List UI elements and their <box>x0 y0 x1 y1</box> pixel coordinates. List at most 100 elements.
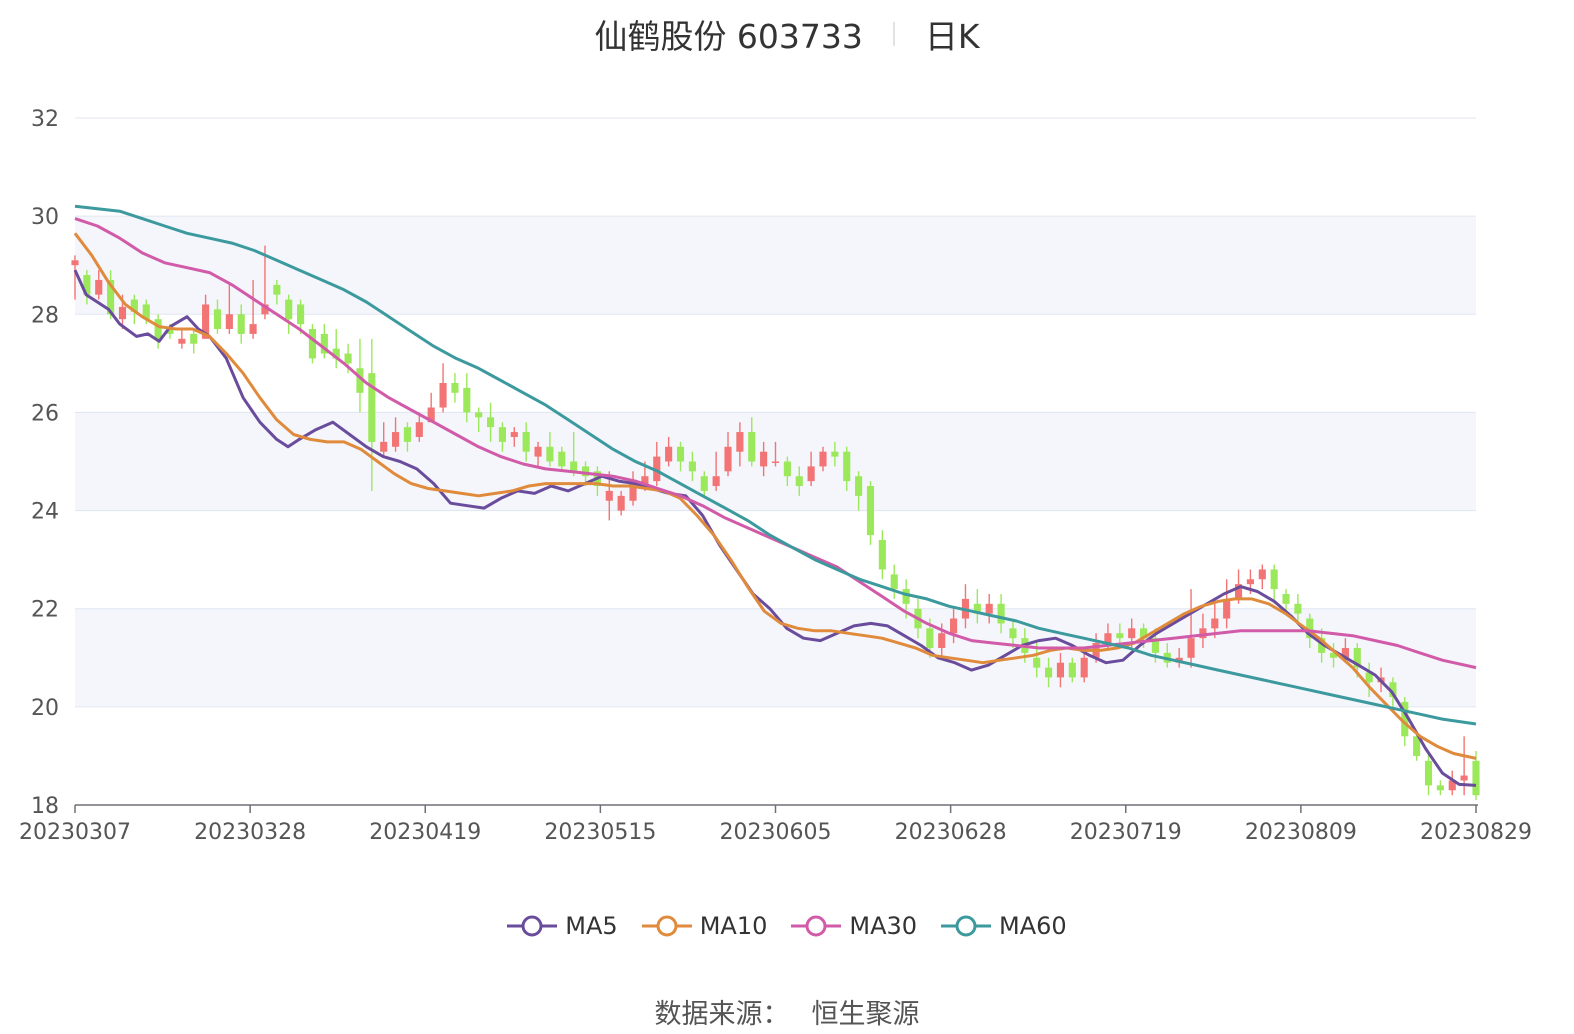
source-label: 数据来源： <box>654 999 790 1030</box>
legend-item-ma60[interactable]: MA60 <box>941 912 1067 940</box>
legend-item-ma10[interactable]: MA10 <box>641 912 767 940</box>
candle-body <box>653 456 661 482</box>
candle-body <box>831 451 839 457</box>
data-source: 数据来源： 恒生聚源 <box>0 992 1574 1031</box>
candle-body <box>213 309 222 330</box>
candle-body <box>1187 638 1195 658</box>
y-tick-label: 24 <box>31 500 59 525</box>
grid-band <box>75 608 1476 707</box>
candle-body <box>1448 780 1456 791</box>
period-label: 日K <box>924 17 980 56</box>
candle-body <box>1234 584 1243 599</box>
candle-body <box>878 540 886 570</box>
candle-body <box>890 574 898 590</box>
source-name: 恒生聚源 <box>811 999 920 1030</box>
x-tick-label: 20230307 <box>19 820 131 845</box>
candle-body <box>1282 593 1290 604</box>
ma-line-ma30 <box>74 217 1477 670</box>
candle-body <box>1246 579 1254 585</box>
chart-legend: MA5 MA10 MA30 MA60 <box>0 912 1574 940</box>
candle-body <box>510 432 518 437</box>
legend-item-ma30[interactable]: MA30 <box>791 912 917 940</box>
legend-item-ma5[interactable]: MA5 <box>507 912 618 940</box>
x-tick-label: 20230419 <box>369 820 481 845</box>
candle-body <box>1211 618 1219 629</box>
candle-body <box>1056 662 1065 678</box>
candle-body <box>130 299 138 312</box>
candle-body <box>570 461 578 472</box>
candle-body <box>118 306 127 320</box>
candle-body <box>902 589 910 604</box>
candle-body <box>1306 618 1314 639</box>
candle-body <box>546 446 554 462</box>
candle-body <box>1460 775 1468 781</box>
candle-body <box>439 382 447 408</box>
candle-body <box>760 451 768 467</box>
y-tick-label: 18 <box>31 794 59 819</box>
x-tick-label: 20230515 <box>544 820 656 845</box>
candle-body <box>1258 569 1266 580</box>
candle-body <box>617 495 625 511</box>
legend-label: MA60 <box>999 912 1067 940</box>
candle-body <box>1199 628 1207 639</box>
candle-body <box>665 446 673 462</box>
candle-body <box>843 451 851 482</box>
candle-body <box>285 299 293 320</box>
candle-body <box>866 486 875 536</box>
candle-body <box>1436 785 1444 791</box>
candle-body <box>736 432 744 452</box>
candle-body <box>320 333 328 354</box>
title-separator <box>892 22 895 46</box>
x-tick-label: 20230829 <box>1420 820 1532 845</box>
candle-body <box>332 348 340 359</box>
candle-body <box>1389 682 1397 698</box>
candle-body <box>1151 638 1159 653</box>
candle-body <box>1045 667 1053 678</box>
candle-body <box>107 279 115 315</box>
candle-body <box>950 618 958 634</box>
x-tick-label: 20230328 <box>194 820 306 845</box>
candle-body <box>71 260 79 266</box>
candle-body <box>1294 603 1302 614</box>
x-tick-label: 20230605 <box>720 820 832 845</box>
candle-body <box>498 427 506 442</box>
candle-body <box>1033 657 1041 668</box>
candle-body <box>973 603 981 614</box>
candle-body <box>451 382 459 393</box>
candle-body <box>1341 647 1349 658</box>
candle-body <box>724 446 732 472</box>
candle-body <box>997 603 1005 624</box>
legend-label: MA30 <box>849 912 918 940</box>
kline-chart: 18 20 22 24 26 28 30 32 20230307 20230328 20230419… <box>19 107 1532 845</box>
y-tick-label: 32 <box>31 107 59 132</box>
candle-body <box>783 461 791 477</box>
candle-body <box>415 422 423 437</box>
candle-body <box>178 338 186 344</box>
candle-body <box>1329 652 1338 658</box>
candle-body <box>344 353 352 364</box>
candle-body <box>190 333 198 344</box>
candle-body <box>641 476 649 487</box>
ma-line-ma5 <box>73 269 1477 787</box>
candle-body <box>380 441 388 452</box>
candle-body <box>237 314 245 334</box>
candle-body <box>522 432 530 452</box>
candle-body <box>83 275 91 295</box>
candle-body <box>225 314 233 330</box>
candle-body <box>1128 628 1136 639</box>
candle-body <box>1116 633 1124 639</box>
y-tick-label: 28 <box>31 303 59 328</box>
candle-body <box>605 490 613 501</box>
candle-body <box>534 446 542 457</box>
candle-body <box>1270 569 1278 590</box>
candle-body <box>1472 760 1480 796</box>
candle-body <box>1318 638 1326 653</box>
candle-body <box>273 284 281 295</box>
candle-body <box>1068 662 1076 678</box>
candle-body <box>819 451 827 467</box>
candle-body <box>558 451 566 467</box>
candle-body <box>771 461 780 463</box>
y-tick-label: 30 <box>31 205 59 230</box>
legend-marker-icon <box>507 915 558 937</box>
candle-body <box>142 304 150 320</box>
